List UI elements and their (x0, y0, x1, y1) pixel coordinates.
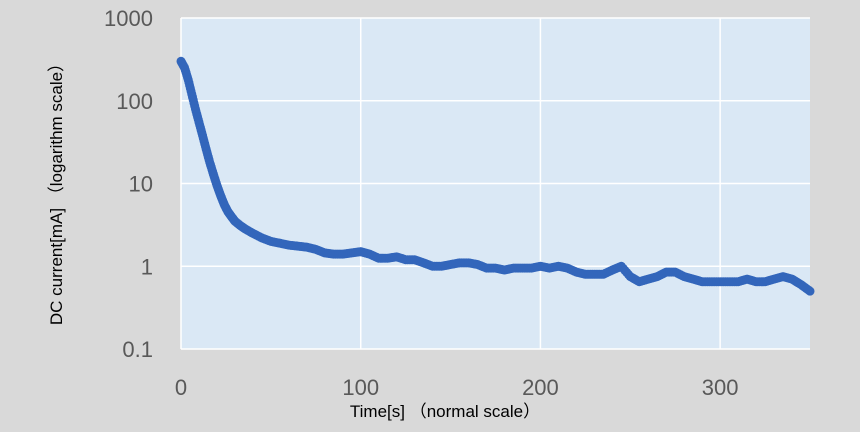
x-tick-label: 0 (175, 375, 187, 400)
x-axis-ticks: 0 100 200 300 (175, 375, 739, 400)
gridlines (180, 17, 810, 350)
data-series (176, 56, 815, 296)
x-tick-label: 100 (342, 375, 379, 400)
y-axis-title: DC current[mA] （logarithm scale） (47, 55, 66, 325)
data-point (805, 286, 815, 296)
y-tick-label: 0.1 (122, 337, 153, 362)
x-axis-title: Time[s] （normal scale） (350, 402, 540, 421)
x-tick-label: 300 (702, 375, 739, 400)
y-tick-label: 1 (141, 254, 153, 279)
y-axis-ticks: 0.1 1 10 100 1000 (104, 6, 153, 362)
y-tick-label: 100 (116, 89, 153, 114)
y-tick-label: 10 (129, 172, 153, 197)
y-tick-label: 1000 (104, 6, 153, 31)
x-tick-label: 200 (522, 375, 559, 400)
